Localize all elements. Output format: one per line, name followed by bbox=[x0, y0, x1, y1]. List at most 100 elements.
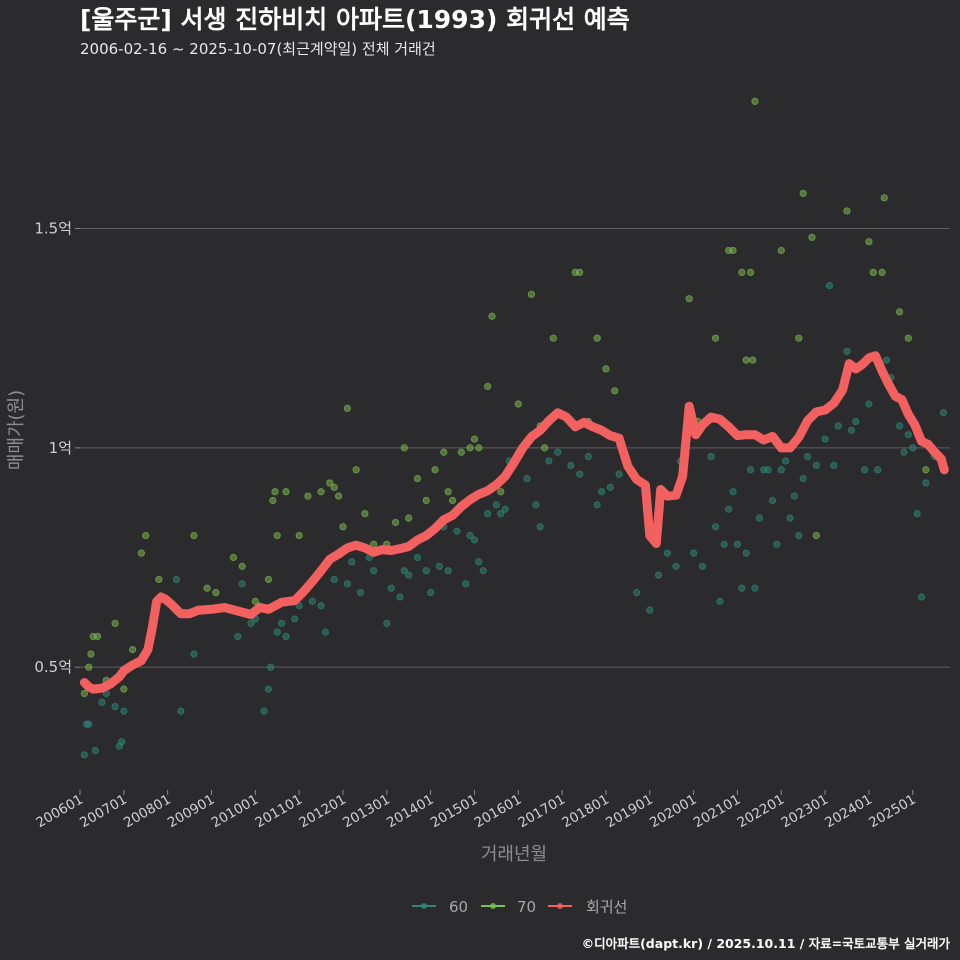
regression-line-group bbox=[79, 351, 949, 694]
data-point-70 bbox=[330, 483, 338, 491]
legend-swatch-dot bbox=[421, 903, 427, 909]
y-tick-label: 1.5억 bbox=[34, 220, 72, 238]
data-point-60 bbox=[593, 501, 601, 509]
x-tick-label: 201301 bbox=[340, 792, 393, 832]
data-point-60 bbox=[751, 584, 759, 592]
data-point-60 bbox=[282, 632, 290, 641]
data-point-60 bbox=[91, 746, 99, 755]
x-tick-label: 201101 bbox=[253, 792, 306, 832]
data-point-60 bbox=[348, 558, 356, 566]
x-tick-label: 201601 bbox=[472, 792, 525, 832]
data-point-60 bbox=[234, 632, 242, 641]
data-point-60 bbox=[85, 720, 93, 728]
x-tick-label: 201801 bbox=[559, 792, 612, 832]
data-point-60 bbox=[387, 584, 395, 592]
data-point-70 bbox=[799, 189, 807, 198]
data-point-70 bbox=[352, 466, 360, 474]
data-point-70 bbox=[711, 334, 720, 342]
data-point-70 bbox=[229, 553, 238, 562]
data-point-70 bbox=[137, 549, 145, 557]
data-point-60 bbox=[672, 562, 680, 570]
data-point-70 bbox=[488, 312, 496, 320]
data-point-60 bbox=[606, 483, 614, 491]
data-point-70 bbox=[685, 295, 693, 303]
data-point-60 bbox=[98, 698, 106, 706]
data-point-60 bbox=[755, 514, 763, 522]
data-point-70 bbox=[869, 268, 877, 276]
data-point-60 bbox=[321, 628, 330, 636]
data-point-60 bbox=[917, 593, 926, 601]
x-tick-label: 201901 bbox=[603, 792, 656, 832]
data-point-70 bbox=[295, 531, 303, 540]
data-point-70 bbox=[212, 589, 220, 597]
data-point-70 bbox=[400, 444, 408, 452]
data-point-60 bbox=[427, 589, 435, 597]
data-point-60 bbox=[860, 466, 869, 474]
data-point-60 bbox=[865, 400, 873, 408]
y-tick-label: 1억 bbox=[49, 439, 72, 457]
legend-label: 70 bbox=[517, 898, 536, 916]
x-tick-label: 202101 bbox=[691, 792, 744, 832]
data-point-60 bbox=[308, 597, 316, 605]
legend-label: 회귀선 bbox=[586, 898, 627, 916]
x-tick-label: 200701 bbox=[77, 792, 130, 832]
data-point-60 bbox=[475, 558, 483, 566]
data-point-60 bbox=[830, 461, 838, 469]
data-point-60 bbox=[444, 567, 452, 575]
data-point-70 bbox=[304, 492, 312, 500]
data-point-70 bbox=[128, 646, 137, 654]
data-point-70 bbox=[602, 365, 610, 373]
data-point-60 bbox=[479, 567, 487, 575]
data-point-70 bbox=[444, 488, 452, 496]
data-point-60 bbox=[825, 281, 834, 290]
data-point-70 bbox=[549, 334, 557, 342]
source-caption: ©디아파트(dapt.kr) / 2025.10.11 / 자료=국토교통부 실… bbox=[582, 936, 951, 951]
data-point-60 bbox=[646, 606, 654, 614]
data-point-70 bbox=[251, 597, 259, 605]
data-point-70 bbox=[880, 194, 888, 202]
data-point-70 bbox=[576, 268, 584, 276]
data-point-70 bbox=[865, 238, 873, 246]
data-point-60 bbox=[711, 523, 720, 531]
data-point-60 bbox=[742, 549, 750, 557]
data-point-70 bbox=[777, 246, 785, 255]
data-point-60 bbox=[576, 470, 584, 478]
data-point-60 bbox=[939, 409, 948, 417]
x-tick-label: 200901 bbox=[165, 792, 218, 832]
data-point-60 bbox=[654, 571, 663, 579]
data-point-70 bbox=[203, 584, 211, 592]
data-point-70 bbox=[93, 632, 102, 641]
data-point-60 bbox=[852, 417, 860, 426]
data-point-70 bbox=[120, 685, 128, 693]
data-point-70 bbox=[326, 479, 334, 487]
data-point-70 bbox=[746, 268, 755, 276]
x-tick-label: 201701 bbox=[515, 792, 568, 832]
data-point-70 bbox=[87, 650, 95, 658]
data-point-60 bbox=[554, 448, 562, 456]
data-point-70 bbox=[729, 246, 737, 255]
data-point-60 bbox=[545, 457, 553, 465]
data-point-60 bbox=[111, 703, 119, 711]
data-point-60 bbox=[247, 619, 255, 627]
data-point-60 bbox=[768, 496, 777, 505]
data-point-60 bbox=[267, 663, 275, 671]
data-point-60 bbox=[834, 422, 842, 430]
data-point-70 bbox=[391, 518, 400, 527]
data-point-70 bbox=[751, 97, 759, 105]
x-tick-label: 202301 bbox=[778, 792, 831, 832]
data-point-60 bbox=[330, 575, 338, 584]
data-point-60 bbox=[773, 540, 781, 548]
data-point-70 bbox=[271, 488, 279, 496]
data-point-60 bbox=[422, 567, 430, 575]
data-point-70 bbox=[440, 448, 448, 456]
y-tick-label: 0.5억 bbox=[34, 658, 72, 676]
data-point-70 bbox=[317, 488, 325, 496]
data-point-60 bbox=[922, 479, 930, 487]
data-point-70 bbox=[795, 334, 803, 342]
data-point-70 bbox=[80, 689, 88, 698]
data-point-60 bbox=[120, 707, 128, 715]
data-point-60 bbox=[584, 453, 593, 461]
data-point-60 bbox=[470, 536, 479, 544]
data-point-60 bbox=[782, 457, 790, 465]
data-point-70 bbox=[808, 233, 816, 241]
